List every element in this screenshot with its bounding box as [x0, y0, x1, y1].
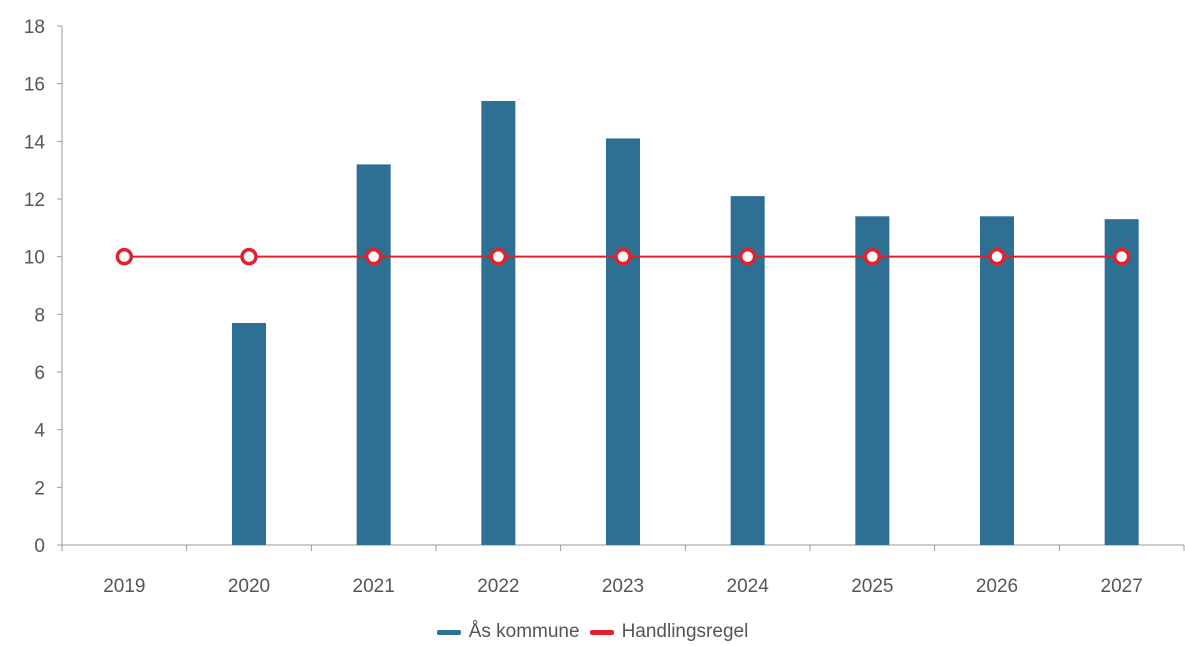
bar-2027 [1104, 219, 1139, 545]
y-tick-label: 14 [24, 132, 46, 153]
legend: Ås kommune Handlingsregel [0, 620, 1185, 644]
legend-label-bar: Ås kommune [468, 621, 580, 642]
bar-2025 [855, 216, 890, 546]
x-tick-label: 2022 [477, 576, 519, 597]
y-tick-label: 16 [24, 75, 45, 96]
y-tick-label: 12 [24, 190, 45, 211]
legend-label-line: Handlingsregel [621, 621, 749, 642]
y-tick-label: 0 [34, 536, 45, 557]
legend-swatch-bar [436, 629, 461, 635]
line-point-2019 [115, 247, 134, 266]
y-tick-label: 18 [24, 17, 45, 38]
x-tick-label: 2024 [727, 576, 770, 597]
y-tick-label: 4 [34, 421, 45, 442]
x-tick-label: 2019 [103, 576, 145, 597]
y-tick-label: 10 [24, 248, 45, 269]
line-series [115, 247, 1131, 266]
line-point-2025 [863, 247, 882, 266]
line-point-2023 [614, 247, 632, 266]
x-tick-label: 2026 [976, 576, 1018, 597]
legend-item-bar-series[interactable]: Ås kommune [436, 621, 580, 643]
tick-labels: 0 2 4 6 8 10 12 14 16 18 2019 2020 2021 2022 2023 2024 2… [24, 17, 1143, 597]
y-tick-label: 2 [34, 478, 45, 499]
x-tick-label: 2021 [353, 576, 395, 597]
line-point-2021 [364, 247, 383, 266]
line-point-2024 [738, 247, 757, 266]
line-point-2020 [240, 247, 258, 266]
bar-2023 [606, 138, 640, 545]
y-tick-label: 6 [34, 363, 45, 384]
bar-2020 [232, 322, 266, 545]
legend-item-line-series[interactable]: Handlingsregel [589, 621, 749, 643]
line-point-2022 [489, 247, 508, 266]
bar-2026 [980, 216, 1014, 546]
x-tick-label: 2025 [851, 576, 893, 597]
y-tick-label: 8 [34, 305, 45, 326]
bar-2021 [356, 164, 391, 545]
line-point-2027 [1112, 247, 1131, 266]
x-tick-label: 2023 [602, 576, 644, 597]
bar-series [232, 100, 1139, 546]
x-tick-label: 2020 [228, 576, 270, 597]
line-point-2026 [988, 247, 1006, 266]
bar-2022 [481, 100, 516, 545]
legend-swatch-line [589, 629, 614, 635]
x-tick-label: 2027 [1101, 576, 1143, 597]
